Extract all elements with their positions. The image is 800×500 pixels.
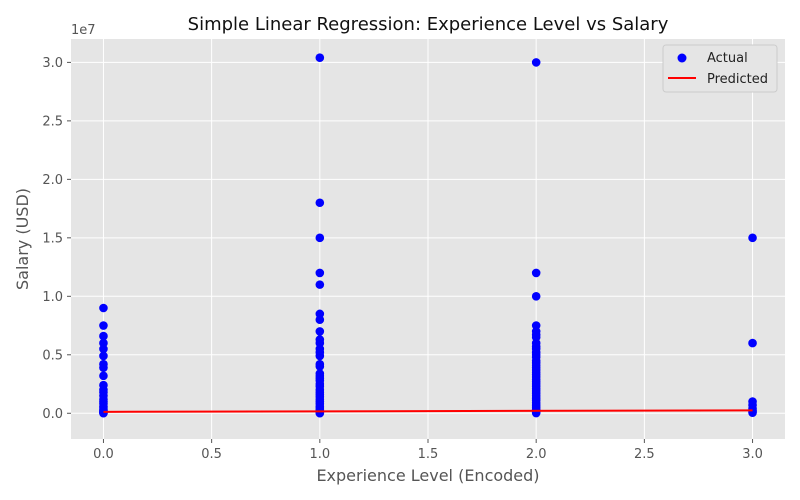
x-axis-label: Experience Level (Encoded) <box>316 466 539 485</box>
actual-point <box>315 280 325 289</box>
actual-point <box>531 292 541 301</box>
actual-point <box>99 303 108 313</box>
x-tick-label: 1.0 <box>309 447 330 462</box>
actual-point <box>315 233 325 243</box>
predicted-line <box>103 409 753 413</box>
y-tick-label: 1.0 <box>42 290 63 305</box>
x-tick-label: 1.5 <box>418 447 439 462</box>
actual-point <box>99 321 108 330</box>
x-tick-label: 0.0 <box>93 447 114 462</box>
actual-point <box>748 338 757 348</box>
actual-point <box>99 344 108 354</box>
y-offset-label: 1e7 <box>71 23 96 38</box>
actual-point <box>315 198 325 208</box>
legend-box <box>662 44 778 93</box>
y-tick-label: 2.0 <box>42 173 63 188</box>
x-tick-label: 3.0 <box>742 447 763 462</box>
legend-actual-marker <box>677 53 687 63</box>
actual-point <box>99 363 108 372</box>
actual-point <box>531 58 541 67</box>
actual-point <box>99 331 108 341</box>
x-tick-label: 2.0 <box>526 447 547 462</box>
data-marks <box>99 53 757 418</box>
actual-point <box>315 268 325 278</box>
x-axis-ticks: 0.0 0.5 1.0 1.5 2.0 2.5 3.0 <box>93 439 763 462</box>
actual-point <box>99 351 108 361</box>
actual-point <box>315 327 325 336</box>
actual-point <box>315 53 325 63</box>
actual-point <box>315 315 325 325</box>
x-tick-label: 2.5 <box>634 447 655 462</box>
actual-point <box>99 408 108 418</box>
y-tick-label: 3.0 <box>42 56 63 71</box>
actual-point <box>748 233 757 243</box>
y-tick-label: 0.0 <box>42 407 63 422</box>
y-tick-label: 2.5 <box>42 114 63 129</box>
actual-point <box>315 408 325 418</box>
actual-point <box>315 362 325 371</box>
legend-actual-label: Actual <box>707 51 748 66</box>
actual-point <box>531 268 541 278</box>
legend: Actual Predicted <box>662 44 778 93</box>
y-axis-label: Salary (USD) <box>13 188 32 290</box>
chart-title: Simple Linear Regression: Experience Lev… <box>188 14 669 35</box>
y-tick-label: 0.5 <box>42 348 63 363</box>
actual-point <box>315 351 325 361</box>
x-tick-label: 0.5 <box>201 447 222 462</box>
actual-point <box>99 371 108 381</box>
legend-predicted-label: Predicted <box>707 72 768 87</box>
y-tick-label: 1.5 <box>42 231 63 246</box>
y-axis-ticks: 0.0 0.5 1.0 1.5 2.0 2.5 3.0 <box>42 56 71 422</box>
